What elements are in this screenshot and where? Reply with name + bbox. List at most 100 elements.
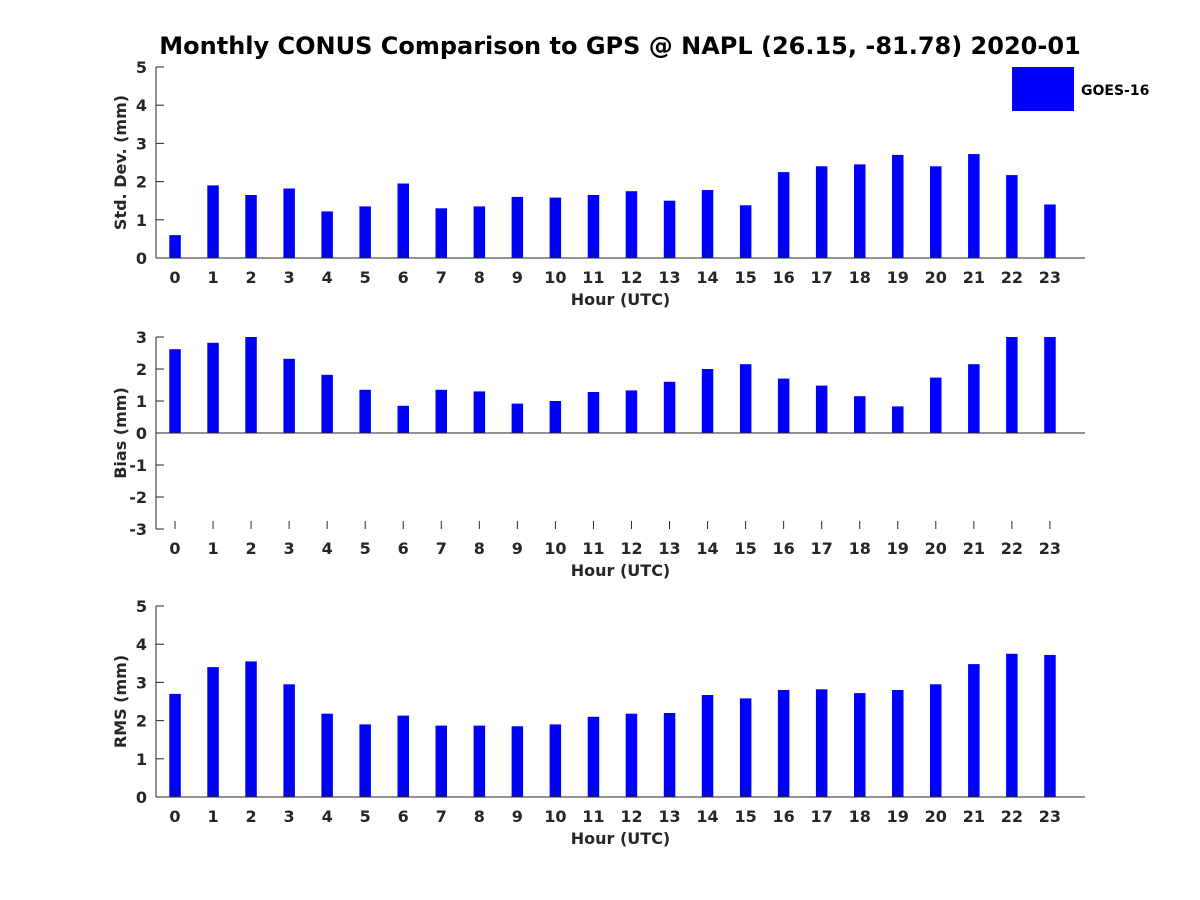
y-tick-label: 1: [136, 750, 147, 769]
bar-hour-18: [854, 693, 866, 797]
y-tick-label: 3: [136, 134, 147, 153]
x-tick-label: 2: [246, 807, 257, 826]
bar-hour-10: [549, 401, 562, 433]
x-tick-label: 1: [207, 268, 218, 287]
x-tick-label: 12: [620, 807, 642, 826]
bar-hour-3: [283, 188, 295, 258]
bar-hour-16: [777, 378, 790, 433]
x-tick-label: 5: [360, 539, 371, 558]
x-tick-label: 22: [1001, 268, 1023, 287]
x-tick-label: 0: [169, 807, 180, 826]
x-tick-label: 14: [696, 807, 718, 826]
bar-hour-0: [169, 349, 181, 433]
bar-hour-14: [701, 369, 714, 433]
x-tick-label: 0: [169, 539, 180, 558]
x-tick-label: 20: [925, 807, 947, 826]
x-tick-label: 18: [849, 268, 871, 287]
x-tick-label: 21: [963, 539, 985, 558]
bar-hour-15: [739, 364, 752, 433]
x-tick-label: 18: [849, 539, 871, 558]
x-tick-label: 22: [1001, 539, 1023, 558]
bar-hour-12: [625, 191, 638, 258]
bar-hour-15: [739, 698, 752, 797]
x-tick-label: 12: [620, 539, 642, 558]
y-tick-label: 3: [136, 328, 147, 347]
bar-hour-0: [169, 235, 181, 258]
bar-hour-1: [207, 342, 219, 433]
bar-hour-20: [930, 684, 942, 797]
bar-hour-12: [625, 390, 638, 433]
x-tick-label: 23: [1039, 268, 1061, 287]
x-tick-label: 17: [811, 268, 833, 287]
x-tick-label: 6: [398, 268, 409, 287]
bar-hour-3: [283, 358, 295, 433]
bar-hour-18: [854, 164, 866, 258]
bar-hour-1: [207, 667, 219, 797]
y-tick-label: 0: [136, 249, 147, 268]
bar-hour-18: [854, 396, 866, 433]
bar-hour-23: [1044, 654, 1056, 797]
bar-hour-4: [321, 374, 333, 433]
x-tick-label: 5: [360, 807, 371, 826]
x-tick-label: 14: [696, 268, 718, 287]
bar-hour-1: [207, 185, 219, 258]
bar-hour-10: [549, 724, 562, 797]
x-tick-label: 16: [773, 268, 795, 287]
bar-hour-8: [473, 725, 486, 797]
bar-hour-11: [587, 716, 600, 797]
bar-hour-5: [359, 724, 371, 797]
bar-hour-2: [245, 195, 257, 258]
x-tick-label: 4: [322, 539, 333, 558]
y-tick-label: 5: [136, 58, 147, 77]
x-tick-label: 16: [773, 539, 795, 558]
x-tick-label: 9: [512, 539, 523, 558]
x-tick-label: 7: [436, 268, 447, 287]
x-tick-label: 17: [811, 807, 833, 826]
bar-hour-23: [1044, 337, 1056, 433]
x-tick-label: 20: [925, 539, 947, 558]
x-tick-label: 13: [658, 807, 680, 826]
x-tick-label: 13: [658, 539, 680, 558]
y-axis-label: RMS (mm): [111, 655, 130, 748]
x-tick-label: 0: [169, 268, 180, 287]
x-tick-label: 23: [1039, 807, 1061, 826]
x-tick-label: 3: [284, 807, 295, 826]
bar-hour-4: [321, 211, 333, 258]
bar-hour-6: [397, 405, 409, 433]
y-axis-label: Bias (mm): [111, 387, 130, 479]
y-axis-label: Std. Dev. (mm): [111, 95, 130, 230]
x-tick-label: 2: [246, 268, 257, 287]
x-tick-label: 15: [734, 807, 756, 826]
x-tick-label: 10: [544, 807, 566, 826]
y-tick-label: 5: [136, 597, 147, 616]
x-tick-label: 9: [512, 268, 523, 287]
bar-hour-10: [549, 197, 562, 258]
x-tick-label: 19: [887, 539, 909, 558]
bar-hour-13: [663, 200, 676, 258]
bar-hour-8: [473, 206, 486, 258]
bar-hour-21: [968, 664, 980, 797]
x-tick-label: 8: [474, 268, 485, 287]
x-tick-label: 10: [544, 268, 566, 287]
x-axis-label: Hour (UTC): [571, 561, 671, 580]
x-tick-label: 6: [398, 807, 409, 826]
bar-hour-11: [587, 392, 600, 433]
x-tick-label: 15: [734, 268, 756, 287]
bar-hour-9: [511, 403, 524, 433]
bar-hour-5: [359, 389, 371, 433]
y-tick-label: 4: [136, 635, 147, 654]
bar-hour-2: [245, 661, 257, 797]
x-tick-label: 5: [360, 268, 371, 287]
x-tick-label: 18: [849, 807, 871, 826]
legend-swatch: [1012, 67, 1074, 111]
bar-hour-7: [435, 208, 447, 258]
y-tick-label: -3: [129, 520, 147, 539]
x-tick-label: 21: [963, 807, 985, 826]
x-tick-label: 8: [474, 807, 485, 826]
legend: GOES-16: [1012, 67, 1149, 111]
x-tick-label: 3: [284, 539, 295, 558]
bar-hour-7: [435, 725, 447, 797]
bar-hour-20: [930, 377, 942, 433]
x-axis-label: Hour (UTC): [571, 829, 671, 848]
